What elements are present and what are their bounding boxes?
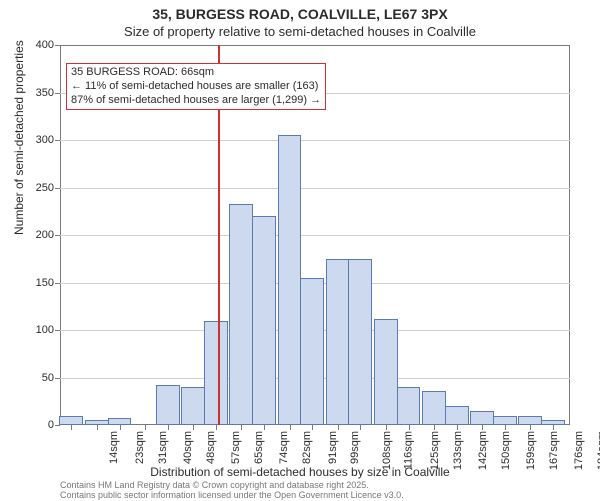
xtick-mark — [97, 425, 98, 430]
histogram-bar — [300, 278, 324, 425]
ytick-mark — [55, 425, 60, 426]
xtick-label: 31sqm — [157, 431, 169, 464]
histogram-bar — [422, 391, 446, 425]
y-axis-label: Number of semi-detached properties — [12, 40, 26, 235]
histogram-bar — [445, 406, 469, 425]
histogram-bar — [252, 216, 276, 425]
x-axis-label: Distribution of semi-detached houses by … — [0, 465, 600, 479]
xtick-label: 99sqm — [349, 431, 361, 464]
xtick-mark — [434, 425, 435, 430]
ytick-mark — [55, 330, 60, 331]
xtick-label: 82sqm — [301, 431, 313, 464]
histogram-bar — [470, 411, 494, 425]
xtick-mark — [264, 425, 265, 430]
xtick-mark — [71, 425, 72, 430]
xtick-label: 57sqm — [230, 431, 242, 464]
grid-line — [60, 140, 570, 141]
footer-line-2: Contains public sector information licen… — [60, 490, 404, 500]
ytick-mark — [55, 235, 60, 236]
histogram-bar — [181, 387, 205, 425]
ytick-label: 0 — [48, 419, 54, 431]
xtick-mark — [386, 425, 387, 430]
histogram-bar — [326, 259, 350, 425]
ytick-label: 150 — [36, 277, 54, 289]
ytick-label: 300 — [36, 134, 54, 146]
footer-line-1: Contains HM Land Registry data © Crown c… — [60, 480, 369, 490]
callout-line-1: 35 BURGESS ROAD: 66sqm — [71, 66, 214, 78]
ytick-label: 100 — [36, 324, 54, 336]
histogram-bar — [108, 418, 132, 425]
ytick-mark — [55, 283, 60, 284]
histogram-bar — [204, 321, 228, 426]
page-subtitle: Size of property relative to semi-detach… — [0, 24, 600, 39]
ytick-mark — [55, 93, 60, 94]
histogram-bar — [348, 259, 372, 425]
grid-line — [60, 235, 570, 236]
callout-line-2: ← 11% of semi-detached houses are smalle… — [71, 80, 318, 92]
ytick-label: 250 — [36, 182, 54, 194]
xtick-mark — [290, 425, 291, 430]
histogram-bar — [229, 204, 253, 425]
ytick-label: 200 — [36, 229, 54, 241]
chart-plot-area: 14sqm23sqm31sqm40sqm48sqm57sqm65sqm74sqm… — [60, 45, 570, 425]
xtick-label: 65sqm — [253, 431, 265, 464]
callout-line-3: 87% of semi-detached houses are larger (… — [71, 94, 321, 106]
xtick-mark — [241, 425, 242, 430]
callout-box: 35 BURGESS ROAD: 66sqm ← 11% of semi-deta… — [66, 63, 326, 110]
xtick-label: 74sqm — [278, 431, 290, 464]
xtick-label: 23sqm — [134, 431, 146, 464]
xtick-mark — [216, 425, 217, 430]
xtick-label: 91sqm — [327, 431, 339, 464]
xtick-mark — [338, 425, 339, 430]
grid-line — [60, 188, 570, 189]
xtick-mark — [145, 425, 146, 430]
xtick-mark — [482, 425, 483, 430]
histogram-bar — [374, 319, 398, 425]
xtick-label: 116sqm — [403, 431, 415, 469]
histogram-bar — [518, 416, 542, 426]
xtick-mark — [120, 425, 121, 430]
page-title: 35, BURGESS ROAD, COALVILLE, LE67 3PX — [0, 6, 600, 22]
xtick-mark — [530, 425, 531, 430]
histogram-bar — [493, 416, 517, 426]
xtick-mark — [457, 425, 458, 430]
histogram-bar — [59, 416, 83, 426]
ytick-mark — [55, 140, 60, 141]
ytick-mark — [55, 45, 60, 46]
ytick-label: 350 — [36, 87, 54, 99]
xtick-mark — [360, 425, 361, 430]
attribution-footer: Contains HM Land Registry data © Crown c… — [60, 481, 404, 501]
histogram-bar — [397, 387, 421, 425]
xtick-label: 48sqm — [205, 431, 217, 464]
ytick-mark — [55, 378, 60, 379]
ytick-mark — [55, 188, 60, 189]
xtick-mark — [193, 425, 194, 430]
xtick-mark — [312, 425, 313, 430]
histogram-bar — [156, 385, 180, 425]
xtick-mark — [168, 425, 169, 430]
xtick-label: 14sqm — [108, 431, 120, 464]
xtick-mark — [553, 425, 554, 430]
xtick-mark — [409, 425, 410, 430]
ytick-label: 400 — [36, 39, 54, 51]
xtick-mark — [505, 425, 506, 430]
xtick-label: 40sqm — [182, 431, 194, 464]
ytick-label: 50 — [42, 372, 54, 384]
histogram-bar — [278, 135, 302, 425]
